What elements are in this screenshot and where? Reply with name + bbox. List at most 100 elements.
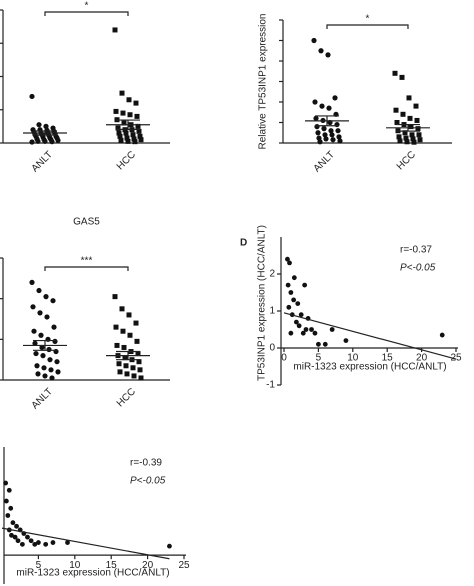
data-point — [127, 112, 133, 118]
data-point — [413, 103, 419, 109]
data-point — [124, 135, 130, 141]
data-point — [291, 297, 297, 303]
data-point — [410, 136, 416, 142]
data-point — [319, 103, 325, 109]
data-point — [329, 327, 335, 332]
data-point — [396, 134, 402, 140]
data-point — [55, 369, 61, 375]
data-point — [337, 138, 343, 144]
data-point — [439, 332, 445, 338]
data-point — [288, 330, 294, 336]
data-point — [29, 139, 35, 145]
data-point — [406, 95, 412, 101]
data-point — [122, 355, 128, 361]
error-bar — [396, 123, 420, 132]
data-point — [3, 498, 9, 504]
data-point — [135, 351, 141, 357]
x-tick-label: 20 — [142, 560, 154, 571]
data-point — [19, 541, 25, 547]
data-point — [134, 113, 140, 119]
significance-bracket — [44, 11, 129, 16]
data-point — [115, 125, 121, 131]
data-point — [120, 110, 126, 116]
data-point — [411, 139, 417, 145]
data-point — [44, 314, 50, 320]
data-point — [332, 95, 338, 101]
data-point — [311, 37, 317, 44]
data-point — [329, 132, 335, 138]
data-point — [136, 359, 142, 365]
data-point — [43, 123, 49, 129]
data-point — [28, 538, 34, 544]
error-bar — [315, 115, 339, 127]
data-point — [35, 371, 41, 377]
data-point — [43, 541, 49, 547]
data-point — [113, 108, 119, 114]
data-point — [120, 328, 126, 334]
data-point — [38, 332, 44, 338]
significance: * — [366, 14, 370, 25]
data-point — [3, 480, 9, 486]
data-point — [9, 532, 14, 538]
data-point — [330, 137, 336, 143]
data-point — [32, 541, 38, 547]
data-point — [296, 323, 302, 329]
data-point — [392, 70, 398, 76]
data-point — [54, 359, 60, 365]
data-point — [112, 27, 118, 33]
annotation: P<-0.05 — [130, 476, 166, 487]
data-point — [403, 135, 409, 141]
data-point — [312, 99, 318, 105]
data-point — [393, 107, 399, 113]
data-point — [132, 139, 138, 145]
data-point — [39, 344, 45, 351]
x-tick-label: 0 — [281, 353, 287, 364]
error-bar — [116, 119, 140, 130]
significance: * — [85, 1, 89, 12]
error-bar — [33, 339, 57, 351]
data-point — [315, 130, 321, 136]
data-point — [124, 371, 130, 377]
x-tick-label: 25 — [178, 560, 190, 571]
x-tick-label: ANLT — [312, 149, 337, 174]
data-point — [322, 341, 328, 347]
x-tick-label: ANLT — [30, 149, 55, 174]
data-point — [36, 122, 42, 128]
x-tick-label: 20 — [416, 353, 428, 364]
data-point — [321, 126, 327, 132]
data-point — [416, 132, 422, 138]
data-point — [417, 137, 423, 143]
x-tick-label: HCC — [115, 386, 138, 409]
data-point — [300, 330, 306, 336]
annotation: r=-0.37 — [400, 245, 432, 256]
data-point — [123, 130, 129, 136]
data-point — [29, 93, 35, 100]
data-point — [316, 341, 321, 347]
data-point — [112, 294, 118, 300]
data-point — [15, 538, 21, 544]
annotation: r=-0.39 — [130, 458, 162, 469]
data-point — [407, 115, 413, 121]
x-tick-label: HCC — [115, 149, 138, 172]
data-point — [409, 132, 415, 138]
data-point — [130, 365, 136, 371]
x-tick-label: 10 — [69, 560, 81, 571]
data-point — [6, 487, 12, 493]
data-point — [335, 128, 341, 134]
data-point — [302, 282, 308, 288]
data-point — [116, 361, 122, 367]
data-point — [65, 540, 70, 545]
data-point — [123, 363, 129, 369]
y-axis-label: TP53INP1 expression (HCC/ANLT) — [257, 225, 268, 381]
data-point — [402, 130, 408, 136]
data-point — [323, 136, 329, 142]
data-point — [36, 287, 42, 294]
data-point — [35, 138, 41, 144]
data-point — [399, 74, 405, 80]
data-point — [313, 115, 319, 121]
data-point — [47, 357, 53, 363]
data-point — [25, 534, 30, 540]
x-tick-label: 15 — [106, 560, 118, 571]
data-point — [117, 133, 123, 139]
data-point — [312, 330, 318, 336]
